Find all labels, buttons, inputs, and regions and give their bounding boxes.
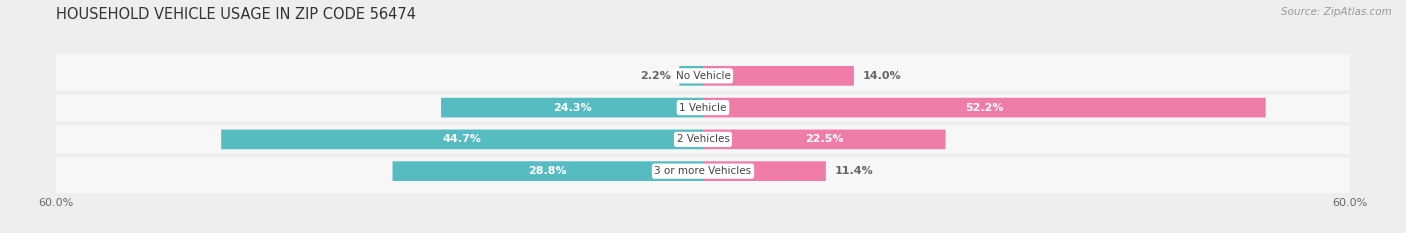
Text: No Vehicle: No Vehicle [675,71,731,81]
Text: 2 Vehicles: 2 Vehicles [676,134,730,144]
Text: 22.5%: 22.5% [806,134,844,144]
FancyBboxPatch shape [51,142,1355,200]
Text: 14.0%: 14.0% [862,71,901,81]
Text: HOUSEHOLD VEHICLE USAGE IN ZIP CODE 56474: HOUSEHOLD VEHICLE USAGE IN ZIP CODE 5647… [56,7,416,22]
FancyBboxPatch shape [441,98,703,117]
FancyBboxPatch shape [51,47,1355,105]
FancyBboxPatch shape [221,130,703,149]
Text: 1 Vehicle: 1 Vehicle [679,103,727,113]
Text: 11.4%: 11.4% [835,166,873,176]
Text: 28.8%: 28.8% [529,166,567,176]
FancyBboxPatch shape [679,66,703,86]
Text: 44.7%: 44.7% [443,134,481,144]
FancyBboxPatch shape [51,78,1355,137]
FancyBboxPatch shape [703,98,1265,117]
FancyBboxPatch shape [703,66,853,86]
Text: Source: ZipAtlas.com: Source: ZipAtlas.com [1281,7,1392,17]
FancyBboxPatch shape [51,110,1355,169]
FancyBboxPatch shape [703,161,825,181]
Text: 52.2%: 52.2% [965,103,1004,113]
Text: 24.3%: 24.3% [553,103,592,113]
Text: 2.2%: 2.2% [640,71,671,81]
Text: 3 or more Vehicles: 3 or more Vehicles [654,166,752,176]
FancyBboxPatch shape [703,130,946,149]
FancyBboxPatch shape [392,161,703,181]
